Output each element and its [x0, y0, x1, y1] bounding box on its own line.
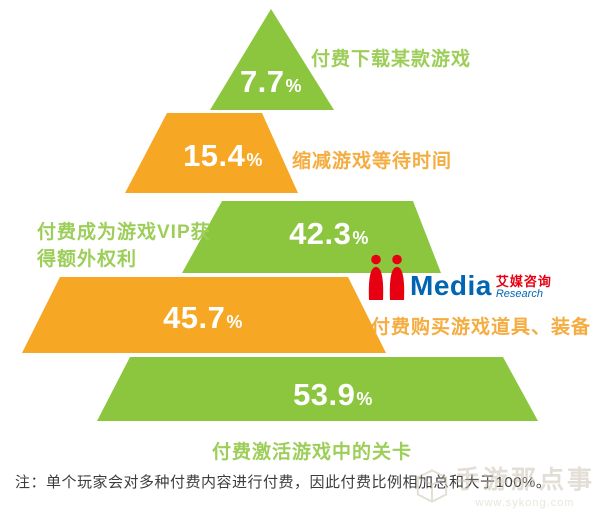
layer-2-value: 15.4%	[183, 138, 263, 174]
layer-4-value-number: 45.7	[163, 300, 226, 335]
layer-4-label: 付费购买游戏道具、装备	[371, 317, 592, 338]
layer-1-value-unit: %	[285, 76, 303, 96]
pyramid-layer-5-shape	[97, 357, 538, 421]
layer-1-value-number: 7.7	[239, 64, 285, 99]
iimedia-logo: Media 艾媒咨询 Research	[366, 254, 552, 302]
iimedia-people-icon	[368, 254, 405, 300]
layer-1-value: 7.7%	[240, 64, 302, 100]
iimedia-wordmark: Media	[410, 270, 492, 301]
iimedia-sublabels: 艾媒咨询 Research	[496, 275, 552, 300]
layer-4-value: 45.7%	[163, 300, 243, 336]
layer-3-label: 付费成为游戏VIP获得额外权利	[37, 222, 211, 270]
layer-1-label: 付费下载某款游戏	[311, 49, 472, 70]
layer-3-value-unit: %	[352, 228, 369, 248]
iimedia-chinese-name: 艾媒咨询	[495, 274, 552, 289]
cube-icon	[416, 469, 448, 503]
layer-5-value-unit: %	[356, 389, 373, 409]
layer-3-value-number: 42.3	[289, 216, 352, 251]
watermark-site-url: www.sykong.com	[475, 496, 575, 509]
pyramid-layer-4-shape	[22, 277, 386, 353]
watermark-site-name: 手游那点事	[455, 466, 596, 494]
layer-4-value-unit: %	[226, 312, 243, 332]
layer-3-value: 42.3%	[289, 216, 369, 252]
layer-5-value: 53.9%	[293, 377, 373, 413]
layer-5-value-number: 53.9	[293, 377, 356, 412]
layer-2-value-unit: %	[246, 150, 263, 170]
layer-2-value-number: 15.4	[183, 138, 246, 173]
pyramid-layer-1-shape	[210, 9, 334, 110]
site-watermark: 手游那点事 www.sykong.com	[415, 466, 596, 509]
pyramid-layer-2-shape	[125, 113, 298, 193]
layer-2-label: 缩减游戏等待时间	[292, 151, 453, 172]
layer-5-label: 付费激活游戏中的关卡	[211, 442, 413, 463]
watermark-text-block: 手游那点事 www.sykong.com	[455, 466, 596, 509]
iimedia-research-label: Research	[495, 288, 543, 300]
